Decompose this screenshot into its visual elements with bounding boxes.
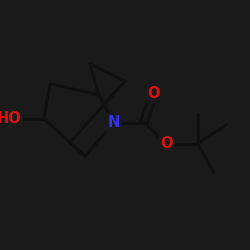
Text: N: N [108,115,120,130]
Text: O: O [148,86,160,101]
Text: HO: HO [0,111,21,126]
Text: O: O [160,136,172,151]
